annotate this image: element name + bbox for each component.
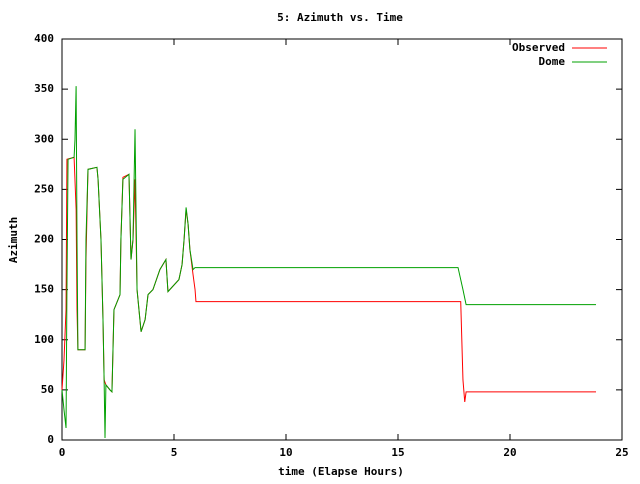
series-line	[61, 86, 597, 439]
y-tick-label: 200	[34, 233, 54, 246]
y-axis-label: Azimuth	[7, 217, 20, 263]
chart-title: 5: Azimuth vs. Time	[277, 11, 403, 24]
y-tick-label: 300	[34, 132, 54, 145]
x-tick-label: 25	[615, 446, 628, 459]
x-tick-label: 5	[171, 446, 178, 459]
y-tick-label: 350	[34, 82, 54, 95]
x-tick-label: 15	[391, 446, 404, 459]
y-tick-label: 150	[34, 283, 54, 296]
x-axis-label: time (Elapse Hours)	[278, 465, 404, 478]
y-tick-label: 250	[34, 182, 54, 195]
y-tick-label: 400	[34, 32, 54, 45]
y-tick-label: 50	[41, 383, 54, 396]
x-tick-label: 0	[59, 446, 66, 459]
y-tick-label: 100	[34, 333, 54, 346]
y-tick-label: 0	[47, 433, 54, 446]
legend-label: Dome	[539, 55, 566, 68]
legend-label: Observed	[512, 41, 565, 54]
x-tick-label: 10	[279, 446, 292, 459]
x-tick-label: 20	[503, 446, 516, 459]
